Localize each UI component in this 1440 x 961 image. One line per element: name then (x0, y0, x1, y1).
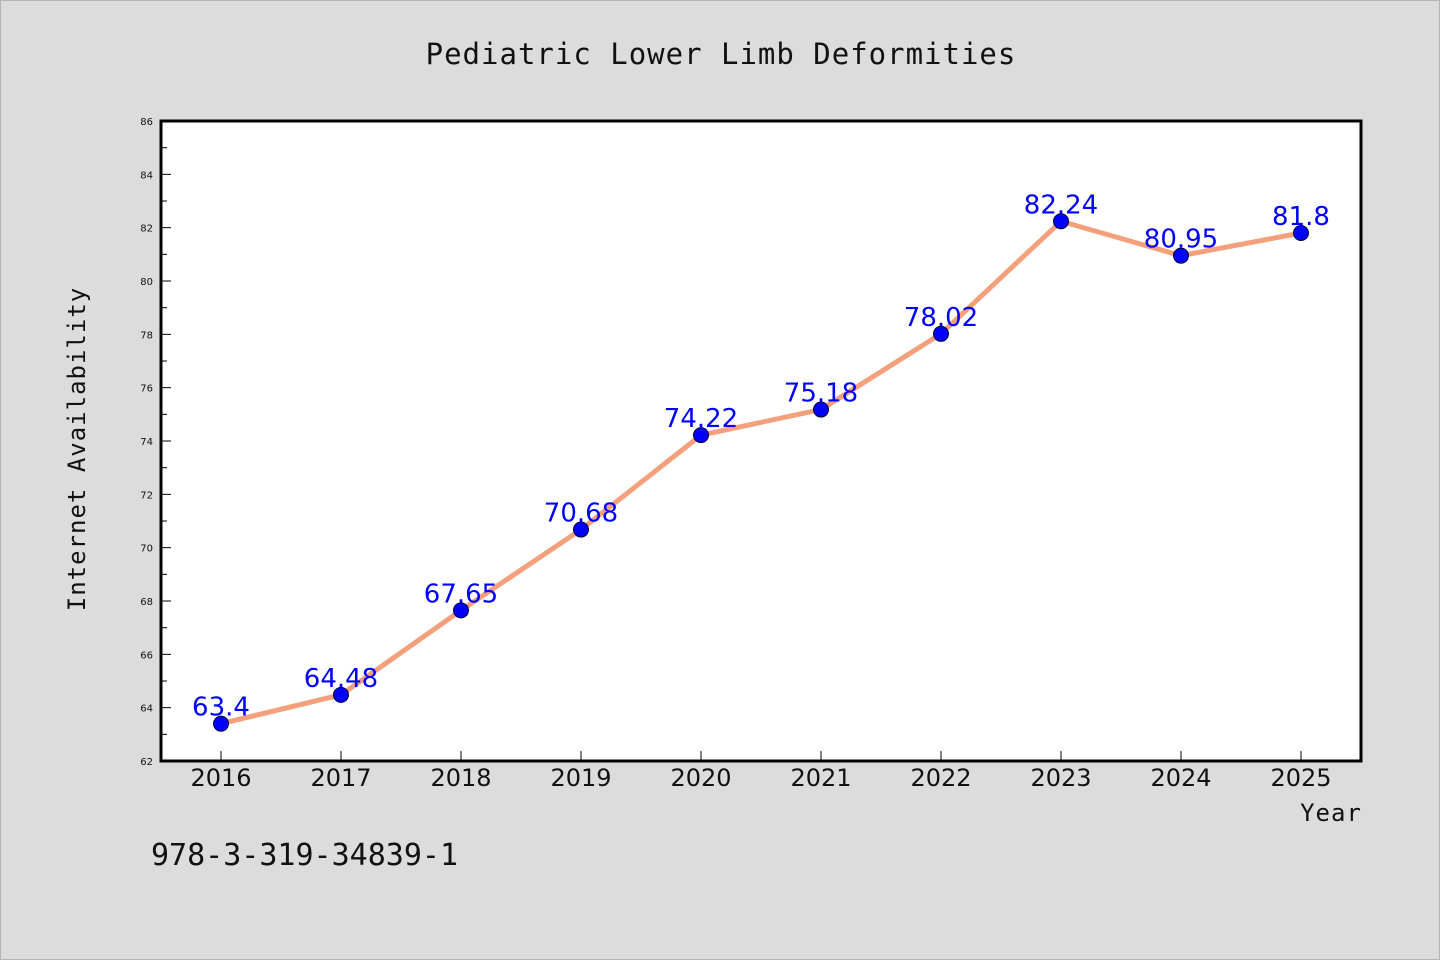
data-label: 80.95 (1144, 225, 1218, 255)
data-label: 70.68 (544, 499, 618, 529)
y-axis-label: Internet Availability (63, 287, 91, 611)
y-tick-label: 78 (140, 330, 153, 341)
x-axis-tick-labels: 2016 2017 2018 2019 2020 2021 2022 2023 2024 2025 (190, 764, 1331, 792)
x-tick-label: 2019 (550, 764, 611, 792)
data-label: 81.8 (1272, 202, 1330, 232)
series-line (218, 218, 1304, 727)
x-tick-label: 2016 (190, 764, 251, 792)
y-tick-label: 82 (140, 224, 153, 235)
y-tick-label: 84 (140, 170, 153, 181)
data-labels: 63.4 64.48 67.65 70.68 74.22 75.18 78.02 82.24 8… (192, 190, 1330, 722)
series-line-layer (218, 218, 1304, 727)
y-tick-label: 68 (140, 597, 153, 608)
y-tick-label: 80 (140, 277, 153, 288)
data-label: 67.65 (424, 579, 498, 609)
y-tick-label: 64 (140, 704, 153, 715)
x-tick-label: 2021 (790, 764, 851, 792)
data-point (933, 325, 949, 342)
y-tick-label: 86 (140, 117, 153, 128)
data-point (693, 427, 709, 444)
x-tick-label: 2023 (1030, 764, 1091, 792)
data-point (1173, 247, 1189, 264)
data-point (573, 521, 589, 538)
y-tick-label: 74 (140, 437, 153, 448)
y-axis-tick-labels: 62 64 66 68 70 72 74 76 78 80 82 84 86 (140, 117, 153, 768)
data-point (1293, 225, 1309, 241)
x-tick-label: 2024 (1150, 764, 1211, 792)
x-tick-label: 2022 (910, 764, 971, 792)
x-tick-label: 2020 (670, 764, 731, 792)
y-tick-label: 66 (140, 650, 153, 661)
data-point (813, 401, 829, 418)
y-tick-label: 76 (140, 384, 153, 395)
x-axis-label: Year (1300, 799, 1362, 827)
plot-area (161, 121, 1361, 761)
x-tick-label: 2025 (1270, 764, 1331, 792)
x-tick-label: 2017 (310, 764, 371, 792)
data-label: 82.24 (1024, 190, 1098, 220)
footnote-isbn: 978-3-319-34839-1 (151, 838, 458, 873)
y-tick-label: 70 (140, 544, 153, 555)
chart-title: Pediatric Lower Limb Deformities (426, 37, 1017, 71)
plot-frame (159, 119, 1363, 763)
data-points (213, 213, 1309, 732)
data-point (1053, 213, 1069, 230)
data-label: 78.02 (904, 303, 978, 333)
y-tick-label: 62 (140, 757, 153, 768)
data-label: 74.22 (664, 404, 738, 434)
data-label: 63.4 (192, 693, 250, 723)
data-point (213, 715, 229, 732)
data-point (333, 686, 349, 703)
data-label: 64.48 (304, 664, 378, 694)
x-tick-label: 2018 (430, 764, 491, 792)
data-point (453, 602, 469, 619)
axis-ticks (161, 120, 1302, 762)
data-label: 75.18 (784, 379, 858, 409)
y-tick-label: 72 (140, 490, 153, 501)
